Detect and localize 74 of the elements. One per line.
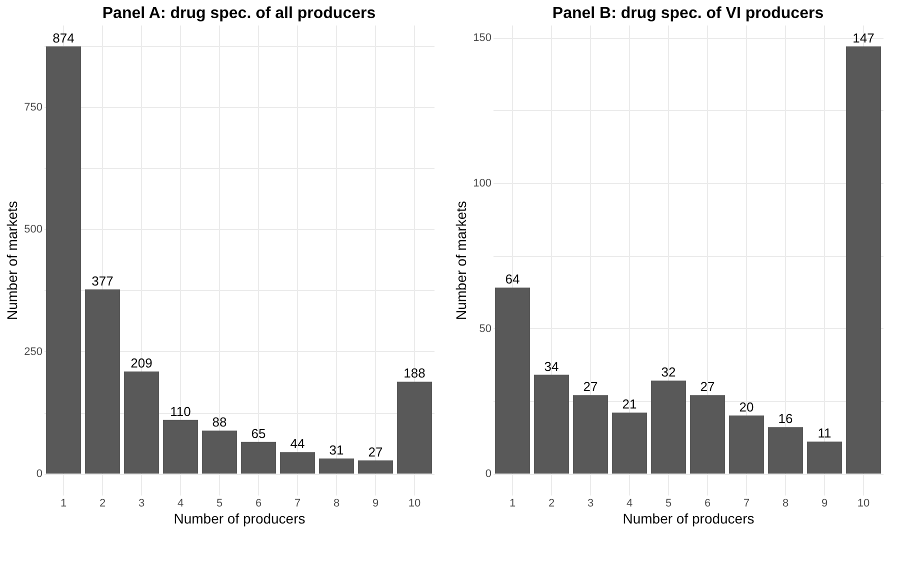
data-label: 27 [583, 379, 598, 394]
bar [806, 442, 842, 474]
y-tick-label: 500 [24, 224, 42, 236]
y-axis-title: Number of markets [453, 200, 470, 320]
x-tick-label: 8 [782, 498, 789, 510]
x-tick-label: 10 [857, 498, 870, 510]
bar [534, 374, 570, 474]
bar [124, 371, 160, 474]
x-tick-label: 3 [587, 498, 594, 510]
bar [690, 395, 726, 474]
data-label: 147 [852, 30, 874, 46]
x-tick-label: 6 [704, 498, 711, 510]
x-tick-label: 7 [294, 498, 301, 510]
x-tick-label: 6 [255, 498, 262, 510]
bar [318, 458, 354, 474]
x-tick-label: 9 [821, 498, 828, 510]
x-tick-label: 2 [99, 498, 106, 510]
bar [396, 382, 432, 474]
x-tick-label: 1 [60, 498, 67, 510]
x-tick-label: 5 [216, 498, 223, 510]
data-label: 88 [212, 414, 227, 430]
bar [728, 416, 764, 474]
data-label: 65 [251, 426, 266, 441]
data-label: 377 [92, 273, 114, 288]
y-tick-label: 150 [473, 32, 492, 44]
x-axis-title: Number of producers [174, 510, 306, 526]
x-axis-title: Number of producers [622, 510, 754, 526]
data-label: 16 [778, 411, 793, 426]
bar [612, 412, 648, 474]
y-tick-label: 750 [24, 101, 42, 114]
data-label: 188 [404, 366, 426, 381]
y-tick-label: 0 [485, 468, 492, 480]
chart-title: Panel A: drug spec. of all producers [102, 5, 376, 22]
data-label: 31 [329, 442, 344, 458]
x-tick-label: 10 [408, 498, 421, 510]
bar [494, 288, 530, 474]
bar [46, 46, 82, 474]
bar [162, 420, 198, 474]
bar [84, 289, 120, 474]
bar [280, 452, 316, 474]
data-label: 11 [818, 426, 832, 441]
chart-title: Panel B: drug spec. of VI producers [552, 5, 824, 22]
y-tick-label: 250 [24, 346, 42, 358]
y-tick-label: 100 [473, 177, 492, 190]
data-label: 34 [544, 358, 559, 374]
x-tick-label: 3 [138, 498, 145, 510]
data-label: 110 [170, 404, 191, 419]
y-tick-label: 0 [36, 468, 42, 480]
x-tick-label: 7 [743, 498, 750, 510]
bar [202, 430, 238, 474]
data-label: 20 [739, 400, 754, 415]
data-label: 21 [622, 396, 637, 412]
data-label: 27 [368, 444, 383, 460]
data-label: 64 [505, 272, 520, 287]
data-label: 32 [661, 364, 676, 380]
data-label: 27 [700, 379, 715, 394]
x-tick-label: 9 [372, 498, 379, 510]
bar [572, 395, 608, 474]
bar [650, 380, 686, 474]
x-tick-label: 4 [626, 498, 633, 510]
data-label: 209 [130, 355, 152, 370]
bar [768, 427, 804, 474]
y-tick-label: 50 [479, 322, 492, 335]
x-tick-label: 4 [177, 498, 184, 510]
y-axis-title: Number of markets [4, 200, 20, 320]
x-tick-label: 8 [333, 498, 340, 510]
bar [358, 460, 394, 474]
x-tick-label: 5 [665, 498, 672, 510]
bar [846, 46, 882, 474]
x-tick-label: 1 [509, 498, 516, 510]
data-label: 44 [290, 436, 305, 452]
bar [240, 442, 276, 474]
data-label: 874 [52, 30, 74, 46]
x-tick-label: 2 [548, 498, 555, 510]
